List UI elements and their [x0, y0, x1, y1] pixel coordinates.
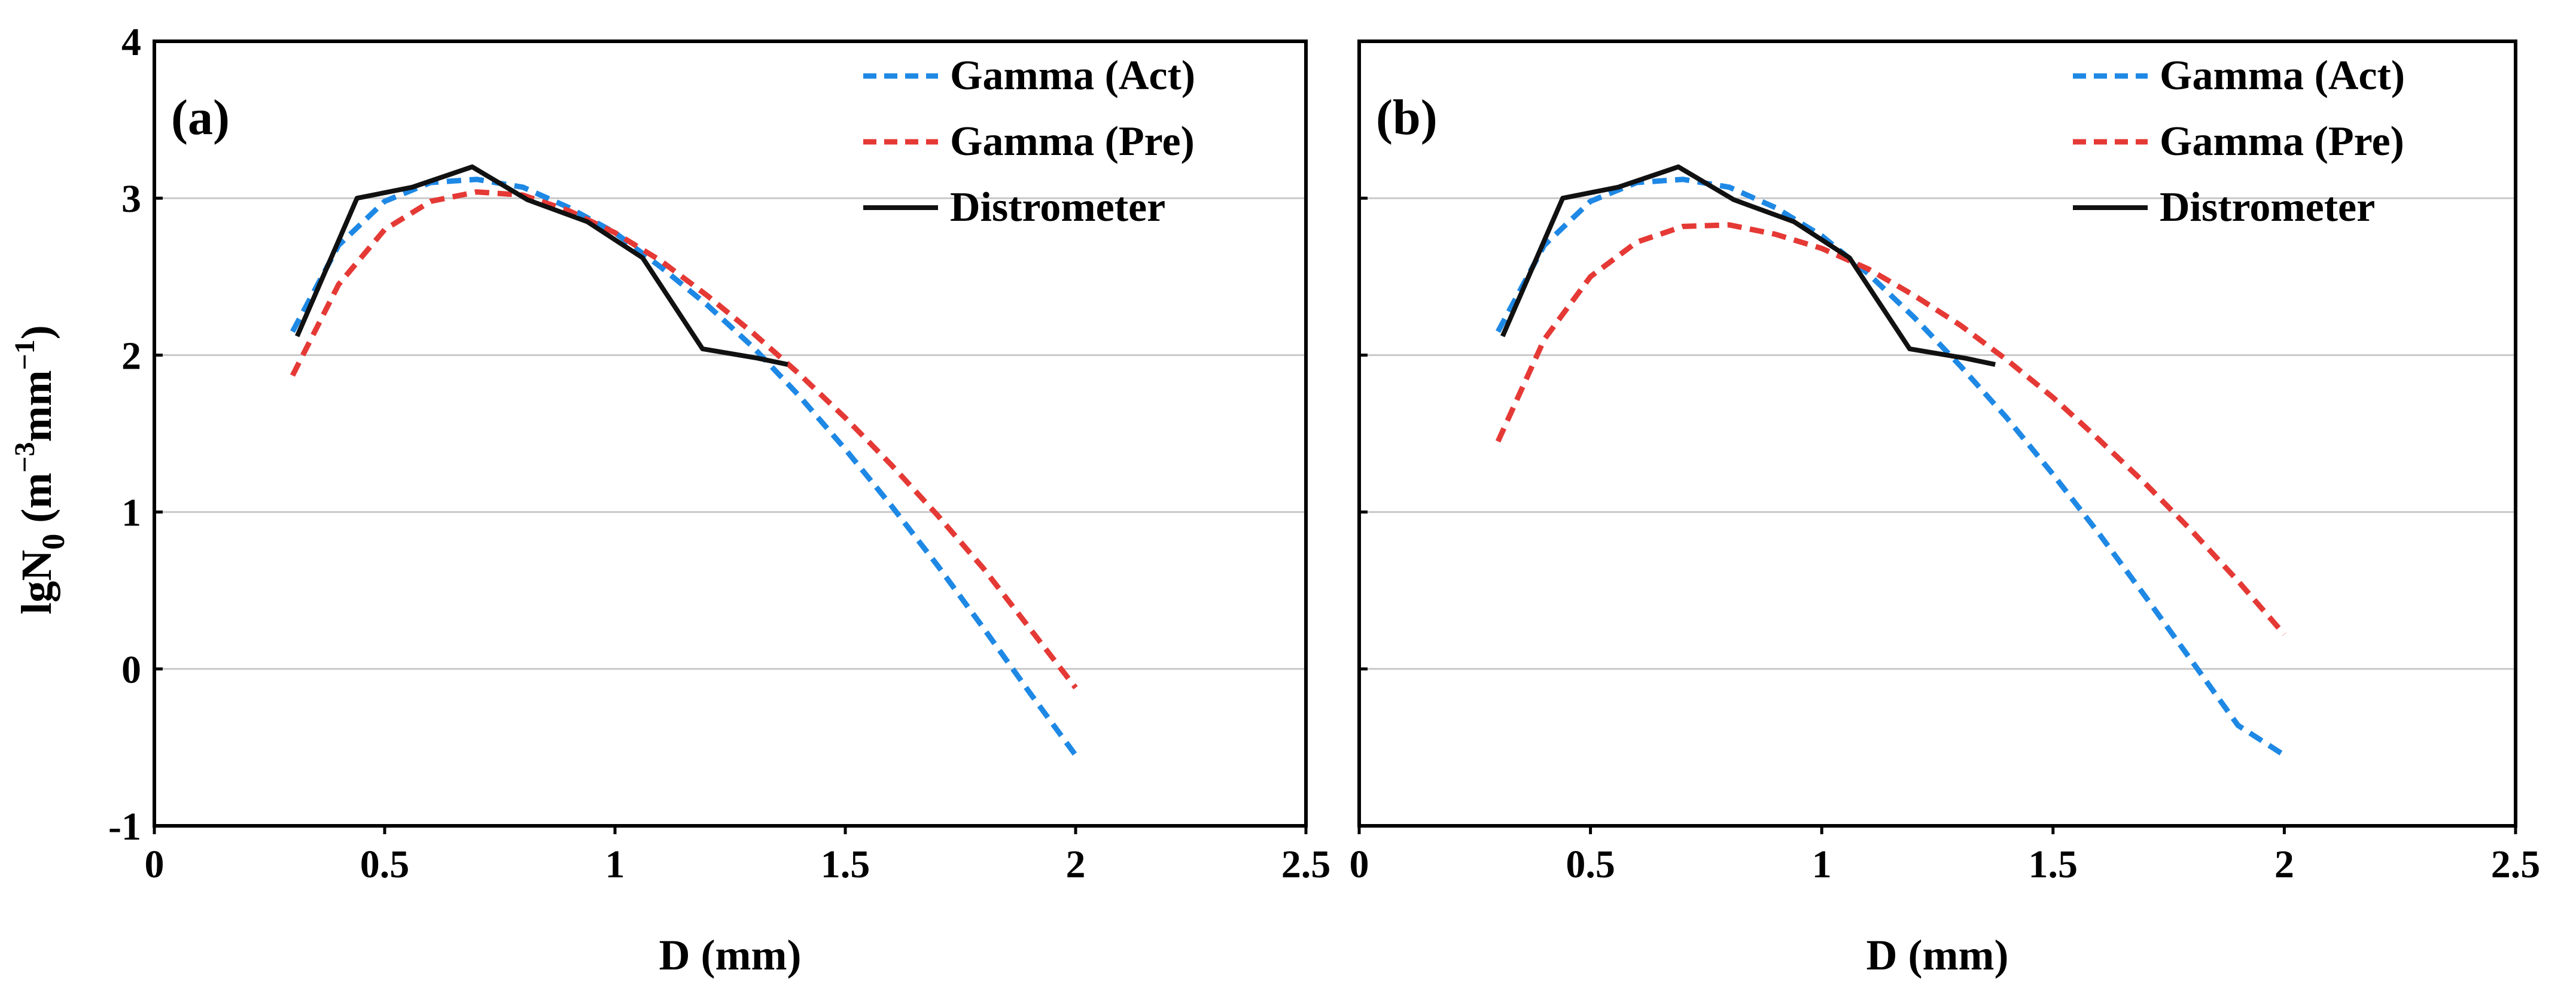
panel-b-legend-label-distrometer: Distrometer	[2160, 184, 2375, 230]
panel-b: 0 0.5 1 1.5 2 2.5 D (mm) (b) Gamma (Act) Gamma (P…	[1350, 39, 2541, 979]
panel-b-plot-frame	[1357, 39, 2517, 828]
panel-a-x-axis-title: D (mm)	[659, 931, 802, 979]
panel-b-x-tick-label-5: 2.5	[2491, 843, 2541, 886]
panel-a-legend-label-distrometer: Distrometer	[950, 184, 1165, 230]
panel-a-y-tick-label-5: 4	[121, 20, 141, 64]
panel-a-x-tick-label-0: 0	[145, 843, 165, 886]
panel-a-series-gamma-pre	[290, 189, 1078, 690]
panel-a-plot-frame	[153, 39, 1308, 828]
panel-b-x-tick-label-3: 1.5	[2029, 843, 2078, 886]
panel-a-legend-label-gamma-act: Gamma (Act)	[950, 53, 1195, 99]
panel-a-y-tick-label-2: 1	[121, 491, 141, 535]
panel-b-x-tick-label-1: 0.5	[1566, 843, 1615, 886]
panel-a-x-tick-label-5: 2.5	[1281, 843, 1331, 886]
panel-a-x-tick-label-2: 1	[605, 843, 625, 886]
panel-a-x-tick-label-4: 2	[1066, 843, 1086, 886]
panel-a-series-distrometer	[295, 164, 788, 367]
panel-b-series-gamma-pre	[1495, 222, 2286, 637]
panel-a-label: (a)	[171, 90, 230, 145]
panel-a-x-tick-label-3: 1.5	[821, 843, 870, 886]
panel-b-x-tick-label-4: 2	[2274, 843, 2294, 886]
panel-b-series-gamma-act	[1496, 177, 2286, 758]
y-axis-title: lgN0 (m−3mm−1)	[9, 325, 71, 615]
panel-a-y-tick-label-4: 3	[121, 177, 141, 221]
panel-a-x-tick-label-1: 0.5	[360, 843, 410, 886]
panel-a-y-tick-label-3: 2	[121, 334, 141, 378]
panel-b-x-tick-label-2: 1	[1812, 843, 1832, 886]
panel-b-legend-label-gamma-act: Gamma (Act)	[2160, 53, 2405, 99]
panel-b-legend-label-gamma-pre: Gamma (Pre)	[2160, 118, 2404, 165]
panel-a-y-tick-label-0: -1	[108, 805, 141, 849]
panel-a-legend-label-gamma-pre: Gamma (Pre)	[950, 118, 1195, 165]
panel-b-series-distrometer	[1500, 164, 1996, 367]
panel-b-x-tick-label-0: 0	[1350, 843, 1369, 886]
panel-b-x-axis-title: D (mm)	[1866, 931, 2009, 979]
panel-a-y-tick-label-1: 0	[121, 648, 141, 692]
panel-b-label: (b)	[1376, 90, 1438, 145]
